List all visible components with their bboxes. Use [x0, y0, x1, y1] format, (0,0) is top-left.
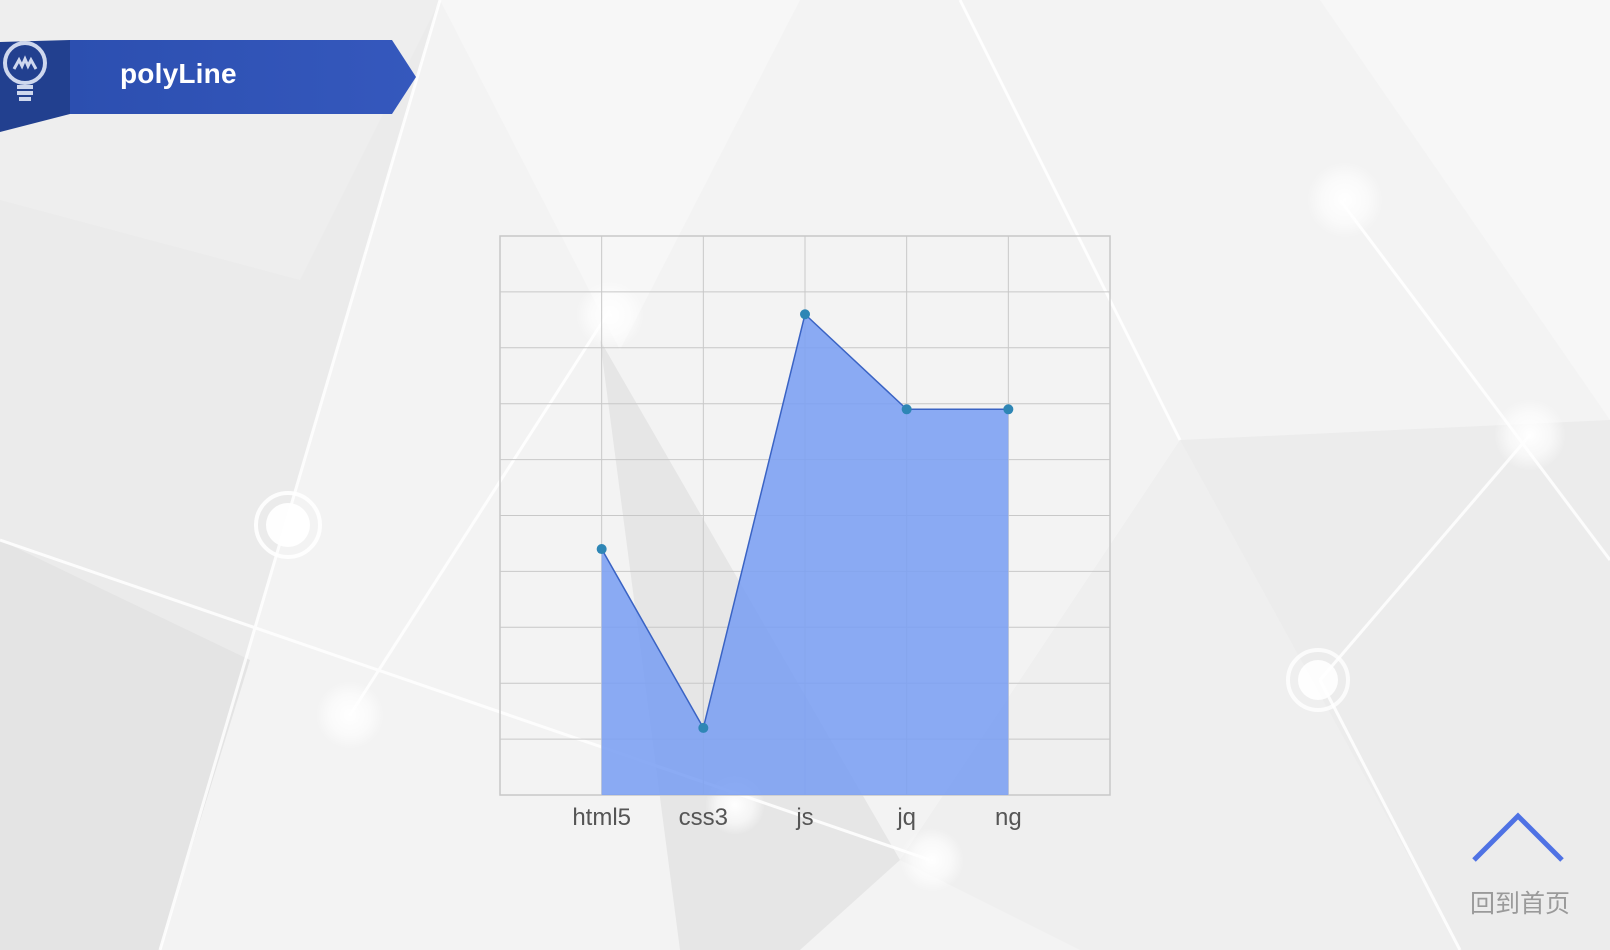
data-point-jq	[901, 404, 912, 415]
chart-points-layer	[596, 309, 1014, 733]
chart-area-layer	[601, 312, 1009, 795]
title-banner: polyLine	[0, 40, 416, 132]
data-point-ng	[1003, 404, 1014, 415]
page-title: polyLine	[120, 58, 237, 89]
data-point-css3	[698, 722, 709, 733]
series-area	[601, 314, 1009, 795]
back-home-label: 回到首页	[1470, 889, 1571, 918]
data-point-html5	[596, 544, 607, 555]
x-tick-label: ng	[995, 804, 1022, 831]
back-home-button[interactable]: 回到首页	[1460, 808, 1578, 918]
x-tick-label: css3	[679, 804, 728, 831]
chart-x-labels: html5 css3 js jq ng	[572, 804, 1021, 831]
x-tick-label: jq	[896, 804, 916, 831]
lightbulb-icon	[3, 41, 47, 101]
x-tick-label: js	[795, 804, 813, 831]
chevron-up-icon	[1472, 812, 1564, 862]
x-tick-label: html5	[572, 804, 631, 831]
data-point-js	[800, 309, 810, 320]
